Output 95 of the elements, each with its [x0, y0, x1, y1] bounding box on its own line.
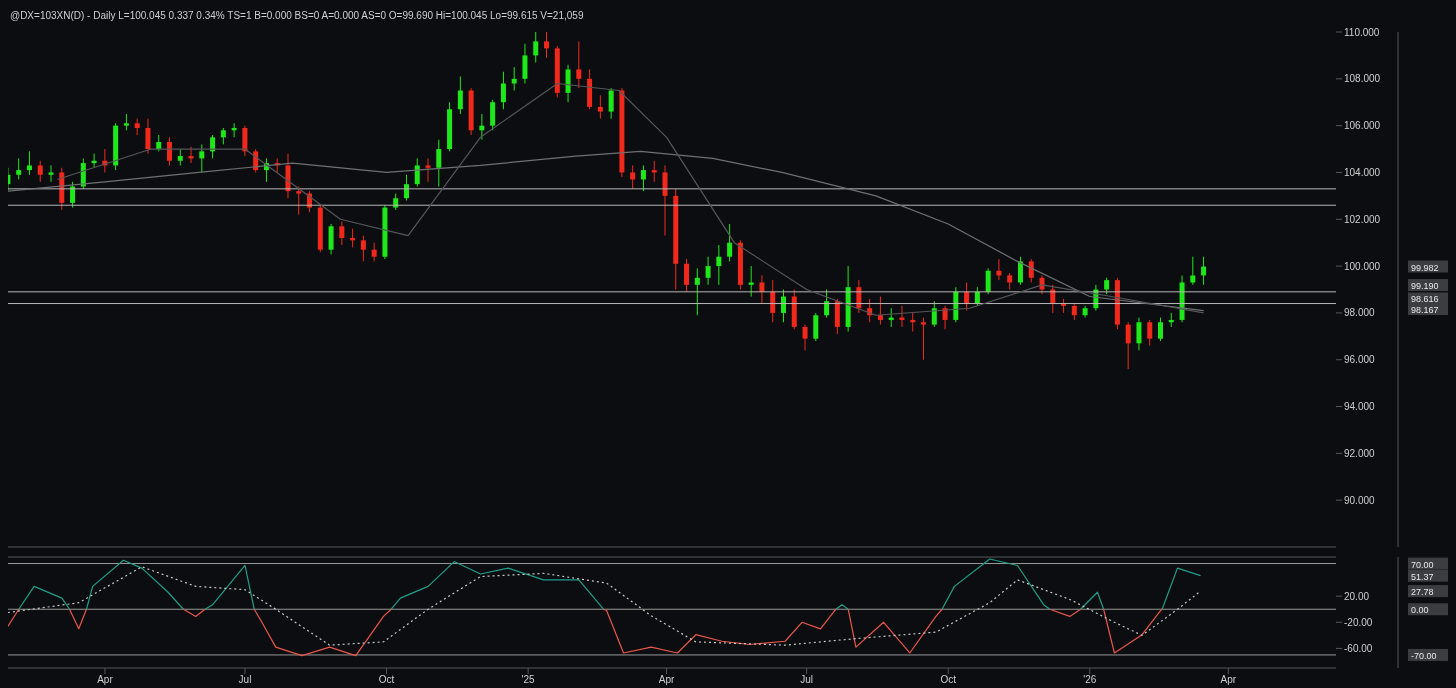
candlestick [877, 296, 883, 326]
y-tick-label: 110.000 [1344, 26, 1380, 38]
candlestick [360, 235, 366, 262]
y-tick-label: -20.00 [1344, 616, 1373, 628]
candlestick [371, 242, 377, 262]
candlestick [759, 274, 765, 305]
y-tick-label: 108.000 [1344, 73, 1381, 85]
candlestick [339, 221, 345, 246]
candlestick [490, 99, 496, 131]
candlestick [1028, 258, 1034, 283]
candlestick [167, 136, 172, 166]
candlestick [630, 164, 636, 190]
y2-tick-label: 98.167 [1411, 305, 1439, 315]
candlestick [16, 157, 22, 180]
candlestick [748, 265, 754, 298]
x-tick-label: Apr [658, 674, 676, 686]
candlestick [544, 32, 550, 59]
y-tick-label: 90.000 [1344, 494, 1376, 506]
y2-tick-label: 99.982 [1411, 262, 1439, 273]
y-tick-label: 92.000 [1344, 447, 1376, 459]
candlestick [576, 40, 582, 89]
candlestick [597, 94, 603, 120]
candlestick [985, 267, 991, 295]
y2-tick-label: 0.00 [1411, 605, 1429, 616]
candlestick [533, 32, 539, 63]
candlestick [964, 281, 970, 312]
candlestick [511, 66, 517, 92]
y2-tick-label: 51.37 [1411, 571, 1434, 582]
candlestick [403, 174, 409, 202]
candlestick [199, 143, 205, 173]
candlestick [328, 223, 334, 255]
candlestick [705, 256, 711, 286]
candlestick [565, 64, 571, 103]
candlestick [1125, 321, 1131, 370]
y-tick-label: 100.000 [1344, 260, 1381, 272]
candlestick [694, 267, 700, 316]
candlestick [26, 150, 32, 176]
candlestick [608, 87, 614, 120]
candlestick [1190, 256, 1196, 286]
y2-tick-label: 99.190 [1411, 281, 1439, 292]
y-tick-label: 98.000 [1344, 307, 1376, 319]
candlestick [1017, 256, 1023, 286]
y-tick-label: 94.000 [1344, 401, 1376, 413]
candlestick [80, 157, 86, 190]
candlestick [856, 279, 862, 314]
candlestick [425, 157, 431, 183]
candlestick [48, 164, 54, 183]
candlestick [500, 71, 506, 110]
candlestick [780, 289, 786, 323]
candlestick [1147, 319, 1153, 347]
candlestick [70, 181, 76, 209]
x-tick-label: Apr [97, 674, 114, 686]
candlestick [770, 279, 776, 323]
candlestick [802, 324, 808, 351]
candlestick [436, 139, 442, 187]
x-tick-label: '26 [1083, 674, 1097, 686]
line-series [8, 566, 1202, 646]
x-tick-label: Jul [800, 674, 814, 686]
candlestick [716, 244, 722, 286]
y-tick-label: 102.000 [1344, 213, 1381, 225]
candlestick [1136, 317, 1142, 351]
candlestick [457, 75, 463, 115]
y2-tick-label: 27.78 [1411, 587, 1434, 598]
y-tick-label: 106.000 [1344, 120, 1381, 132]
candlestick [640, 164, 646, 192]
chart-title: @DX=103XN(D) - Daily L=100.045 0.337 0.34% TS=1 B=0.000 BS=0 A=0.000 AS=0 O=99.690 Hi=100.045 Lo=99.615 V=21,059 [9, 9, 585, 23]
candlestick [1158, 317, 1163, 342]
x-tick-label: Jul [238, 674, 252, 686]
candlestick [145, 118, 151, 155]
y-tick-label: -60.00 [1344, 642, 1373, 654]
candlestick [414, 157, 420, 187]
y-tick-label: 96.000 [1344, 354, 1376, 366]
y-tick-label: 104.000 [1344, 167, 1381, 178]
candlestick [662, 164, 668, 237]
candlestick [684, 258, 690, 293]
candlestick [242, 125, 248, 157]
candlestick [931, 300, 937, 328]
candlestick [296, 186, 302, 216]
candlestick [921, 317, 927, 361]
y-tick-label: 20.00 [1344, 590, 1370, 602]
candlestick [37, 160, 43, 183]
y2-tick-label: -70.00 [1411, 650, 1437, 661]
y2-tick-label: 70.00 [1411, 559, 1434, 570]
candlestick [522, 43, 528, 84]
candlestick [974, 286, 980, 307]
x-tick-label: '25 [521, 674, 536, 686]
y2-tick-label: 98.616 [1411, 294, 1439, 305]
candlestick [1201, 256, 1207, 286]
x-tick-label: Apr [1220, 674, 1237, 686]
candlestick [813, 312, 819, 342]
candlestick [824, 289, 830, 319]
candlestick [727, 223, 733, 262]
line-series [8, 150, 1205, 312]
x-tick-label: Oct [940, 674, 957, 686]
x-tick-label: Oct [378, 674, 395, 686]
